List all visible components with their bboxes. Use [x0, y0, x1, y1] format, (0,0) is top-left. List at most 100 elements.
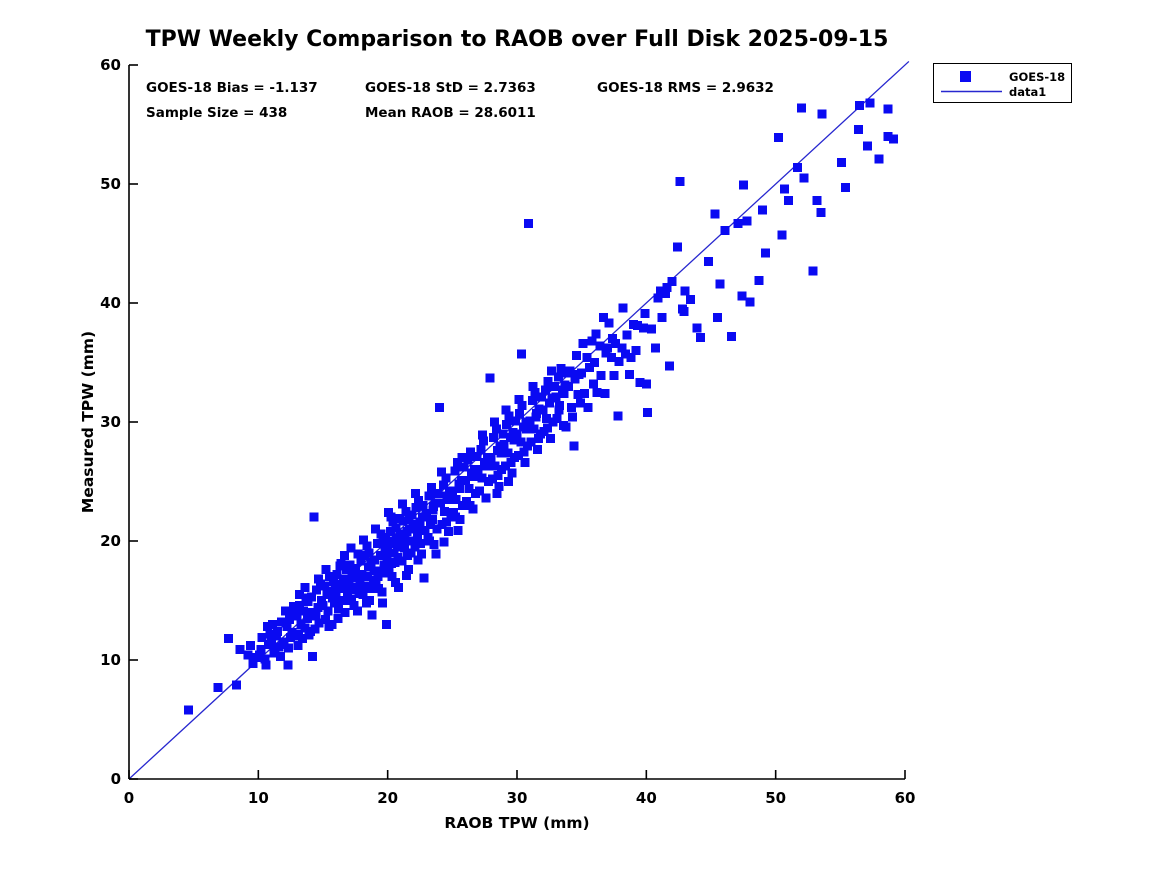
scatter-point	[603, 343, 612, 353]
scatter-point	[344, 580, 354, 590]
y-tick-label: 10	[100, 651, 121, 669]
scatter-point	[639, 323, 649, 333]
scatter-point	[777, 230, 787, 240]
scatter-point	[481, 493, 491, 503]
axes-layer: 0 10 20 30 40 50 60 0 10 20 30 40 50 60	[100, 56, 915, 807]
scatter-point	[590, 358, 600, 367]
scatter-point	[685, 294, 695, 304]
scatter-point	[416, 549, 426, 559]
scatter-point	[286, 632, 296, 642]
y-tick-label: 20	[100, 532, 121, 550]
scatter-point	[533, 444, 543, 454]
scatter-point	[675, 177, 685, 187]
scatter-point	[441, 473, 451, 483]
scatter-point	[715, 279, 725, 289]
scatter-point	[526, 437, 536, 447]
scatter-point	[608, 334, 618, 344]
scatter-point	[311, 611, 321, 621]
scatter-point	[710, 209, 720, 219]
scatter-point	[262, 622, 272, 632]
scatter-point	[292, 611, 302, 621]
scatter-point	[760, 248, 770, 258]
scatter-point	[271, 631, 281, 641]
scatter-point	[281, 606, 290, 616]
scatter-point	[572, 350, 581, 360]
scatter-point	[401, 571, 411, 580]
scatter-point	[451, 494, 461, 504]
scatter-point	[533, 434, 543, 444]
scatter-point	[303, 597, 313, 607]
scatter-point	[403, 565, 413, 575]
scatter-point	[420, 525, 430, 535]
scatter-point	[556, 363, 566, 373]
scatter-point	[622, 330, 632, 340]
scatter-point	[713, 312, 722, 322]
scatter-point	[379, 560, 389, 570]
scatter-point	[377, 587, 387, 597]
scatter-point	[570, 374, 580, 384]
scatter-point	[367, 610, 377, 620]
scatter-point	[389, 536, 398, 546]
scatter-point	[268, 619, 278, 629]
scatter-point	[737, 291, 747, 301]
stat-std: GOES-18 StD = 2.7363	[365, 80, 536, 96]
scatter-point	[625, 369, 634, 379]
scatter-point	[506, 458, 516, 467]
scatter-point	[373, 572, 383, 582]
scatter-point	[530, 387, 540, 397]
scatter-point	[266, 636, 276, 646]
scatter-point	[855, 101, 865, 110]
scatter-point	[504, 477, 514, 486]
scatter-point	[444, 527, 453, 536]
scatter-point	[432, 524, 442, 534]
scatter-point	[378, 598, 387, 608]
scatter-point	[550, 381, 559, 391]
scatter-point	[568, 412, 578, 422]
scatter-point	[339, 574, 349, 584]
scatter-point	[554, 405, 564, 415]
scatter-point	[486, 453, 496, 463]
scatter-point	[425, 536, 435, 546]
scatter-point	[478, 436, 488, 446]
stat-sample-size: Sample Size = 438	[146, 105, 287, 121]
scatter-point	[312, 585, 321, 595]
scatter-point	[575, 398, 585, 408]
scatter-point	[321, 565, 331, 575]
scatter-point	[449, 507, 459, 517]
scatter-point	[504, 411, 514, 421]
scatter-point	[489, 417, 499, 427]
scatter-point	[546, 434, 556, 444]
scatter-point	[332, 569, 342, 579]
scatter-point	[352, 606, 362, 616]
scatter-point	[342, 596, 352, 605]
scatter-point	[542, 423, 552, 433]
scatter-point	[507, 468, 517, 478]
scatter-point	[596, 371, 606, 381]
scatter-point	[388, 517, 398, 527]
scatter-point	[431, 549, 441, 559]
scatter-point	[333, 613, 343, 623]
scatter-point	[509, 435, 519, 445]
scatter-point	[363, 572, 373, 582]
y-axis-label: Measured TPW (mm)	[79, 331, 97, 513]
scatter-point	[742, 216, 752, 226]
scatter-point	[667, 277, 677, 287]
scatter-point	[812, 196, 822, 206]
scatter-point	[492, 488, 502, 498]
legend-box	[933, 63, 1072, 103]
scatter-point	[477, 473, 487, 483]
scatter-point	[319, 581, 329, 591]
scatter-point	[293, 641, 303, 651]
scatter-point	[546, 366, 556, 376]
y-tick-label: 30	[100, 413, 121, 431]
scatter-point	[582, 353, 592, 363]
scatter-points-layer	[184, 98, 898, 715]
scatter-point	[513, 450, 523, 460]
scatter-point	[475, 486, 484, 496]
scatter-point	[413, 555, 423, 565]
scatter-point	[517, 400, 527, 410]
scatter-point	[409, 522, 418, 532]
scatter-point	[632, 321, 642, 331]
scatter-point	[485, 373, 495, 383]
scatter-point	[453, 458, 462, 467]
